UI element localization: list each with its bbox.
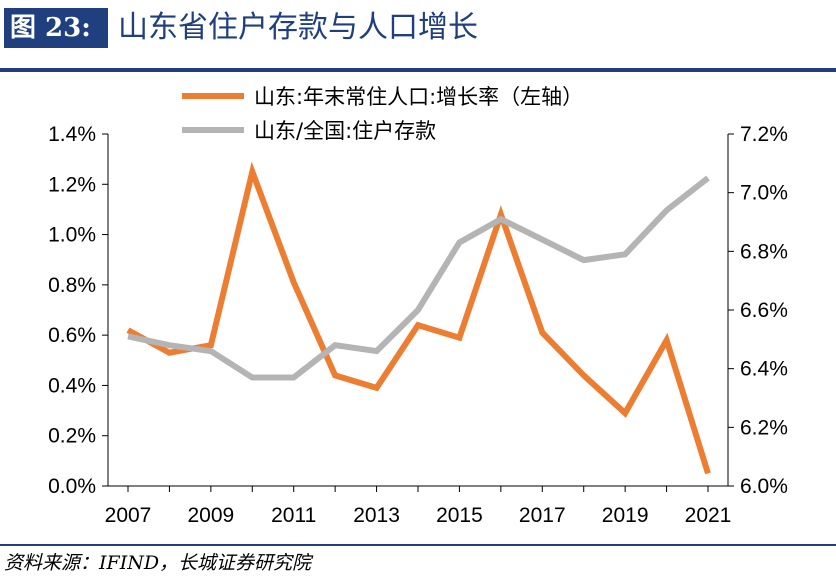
bottom-rule (0, 544, 836, 546)
top-rule (0, 68, 836, 72)
y-left-tick-label: 0.8% (48, 274, 96, 297)
x-tick-label: 2021 (685, 504, 732, 527)
line-chart: 山东:年末常住人口:增长率（左轴） 山东/全国:住户存款 0.0% 0.2% 0.4%… (48, 85, 788, 527)
series-line-1 (126, 161, 711, 475)
series-line-2 (127, 175, 710, 381)
y-left-tick-label: 1.4% (48, 123, 96, 146)
y-right-tick-label: 6.0% (740, 475, 788, 498)
y-left-tick-label: 0.4% (48, 374, 96, 397)
x-tick-label: 2015 (436, 504, 483, 527)
x-tick-label: 2007 (105, 504, 152, 527)
figure-header: 图 23: 山东省住户存款与人口增长 (0, 0, 836, 60)
source-note: 资料来源：IFIND，长城证券研究院 (4, 552, 312, 574)
y-left-tick-label: 1.0% (48, 224, 96, 247)
y-left-tick-label: 0.0% (48, 475, 96, 498)
y-left-tick-label: 0.2% (48, 425, 96, 448)
legend-label-2: 山东/全国:住户存款 (254, 119, 436, 143)
y-right-tick-label: 6.6% (740, 299, 788, 322)
x-tick-label: 2017 (519, 504, 566, 527)
y-left-tick-label: 0.6% (48, 324, 96, 347)
series-layer (126, 161, 711, 475)
figure-label: 图 23: (4, 8, 108, 48)
legend: 山东:年末常住人口:增长率（左轴） 山东/全国:住户存款 (182, 85, 583, 143)
axes: 0.0% 0.2% 0.4% 0.6% 0.8% 1.0% 1.2% 1.4% 6.0% 6.2%… (48, 123, 788, 527)
x-tick-label: 2011 (271, 504, 316, 527)
legend-label-1: 山东:年末常住人口:增长率（左轴） (254, 85, 583, 109)
figure-title: 山东省住户存款与人口增长 (118, 10, 478, 45)
y-right-tick-label: 6.8% (740, 240, 788, 263)
y-right-tick-label: 6.4% (740, 358, 788, 381)
x-tick-label: 2009 (187, 504, 234, 527)
x-tick-label: 2019 (602, 504, 649, 527)
y-right-tick-label: 6.2% (740, 416, 788, 439)
y-right-tick-label: 7.0% (740, 182, 788, 205)
x-tick-label: 2013 (353, 504, 400, 527)
y-left-tick-label: 1.2% (48, 173, 96, 196)
y-right-tick-label: 7.2% (740, 123, 788, 146)
